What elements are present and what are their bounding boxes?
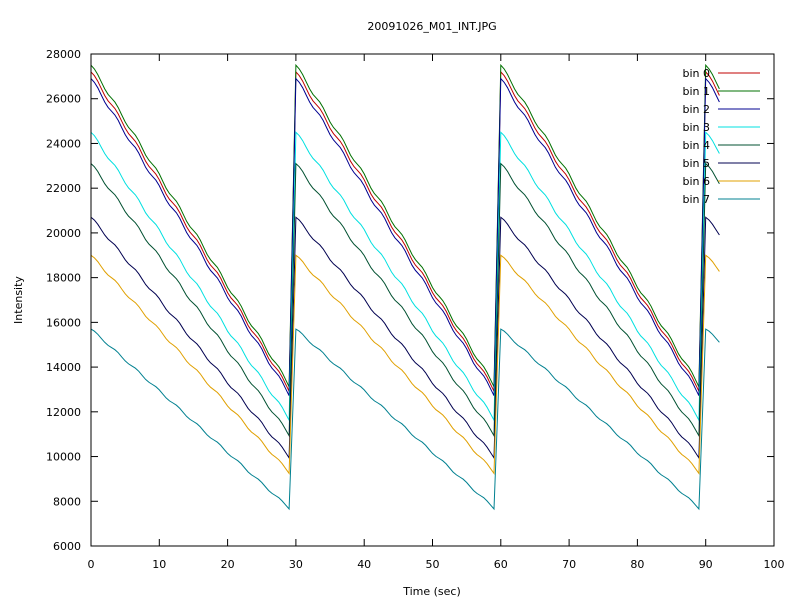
legend-label: bin 4	[682, 139, 710, 152]
legend: bin 0 bin 1 bin 2 bin 3 bin 4 bin 5 bin 6 bin 7	[682, 67, 760, 206]
y-tick-label: 8000	[53, 495, 81, 508]
y-tick-label: 16000	[46, 316, 81, 329]
y-tick-label: 22000	[46, 182, 81, 195]
legend-label: bin 3	[682, 121, 710, 134]
legend-label: bin 1	[682, 85, 710, 98]
x-tick-label: 90	[699, 558, 713, 571]
y-tick-label: 28000	[46, 48, 81, 61]
x-tick-label: 100	[764, 558, 785, 571]
series-lines	[90, 63, 720, 511]
legend-label: bin 6	[682, 175, 710, 188]
y-tick-label: 20000	[46, 227, 81, 240]
y-tick-label: 24000	[46, 137, 81, 150]
y-tick-label: 14000	[46, 361, 81, 374]
x-tick-label: 70	[562, 558, 576, 571]
y-tick-label: 18000	[46, 272, 81, 285]
x-axis-label: Time (sec)	[402, 585, 461, 598]
series-line	[90, 254, 720, 475]
plot-frame	[90, 53, 775, 547]
x-tick-label: 40	[357, 558, 371, 571]
x-tick-label: 0	[88, 558, 95, 571]
legend-label: bin 7	[682, 193, 710, 206]
y-tick-label: 6000	[53, 540, 81, 553]
series-line	[90, 216, 720, 460]
y-axis-label: Intensity	[12, 276, 25, 324]
x-tick-label: 50	[426, 558, 440, 571]
legend-label: bin 0	[682, 67, 710, 80]
series-line	[90, 131, 720, 422]
series-line	[90, 162, 720, 438]
y-tick-label: 10000	[46, 451, 81, 464]
legend-label: bin 5	[682, 157, 710, 170]
chart-title: 20091026_M01_INT.JPG	[367, 20, 496, 33]
x-tick-label: 60	[494, 558, 508, 571]
series-line	[90, 70, 720, 392]
x-tick-label: 20	[221, 558, 235, 571]
legend-label: bin 2	[682, 103, 710, 116]
x-tick-label: 10	[152, 558, 166, 571]
y-tick-label: 26000	[46, 93, 81, 106]
series-line	[90, 328, 720, 511]
x-tick-label: 80	[630, 558, 644, 571]
y-tick-label: 12000	[46, 406, 81, 419]
x-tick-label: 30	[289, 558, 303, 571]
series-line	[90, 63, 720, 388]
series-line	[90, 77, 720, 396]
axis-ticks: 0 10 20 30 40 50 60 70 80 90 100 6000 8000 10000 12000…	[46, 48, 785, 571]
